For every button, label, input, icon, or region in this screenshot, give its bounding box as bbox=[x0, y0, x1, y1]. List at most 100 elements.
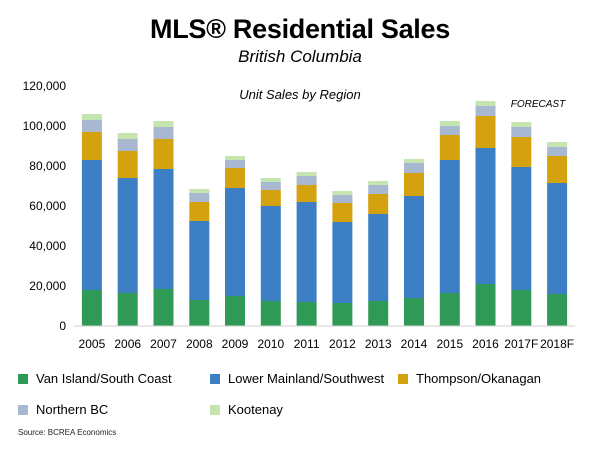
x-tick-label: 2014 bbox=[401, 337, 428, 351]
chart-subtitle: British Columbia bbox=[238, 47, 362, 66]
bar-segment bbox=[296, 185, 317, 202]
bar-segment bbox=[296, 302, 317, 326]
bar-segment bbox=[189, 193, 210, 202]
bar-segment bbox=[81, 120, 102, 132]
y-tick-label: 60,000 bbox=[29, 199, 66, 213]
bar-segment bbox=[225, 296, 245, 326]
bar-segment bbox=[547, 156, 568, 183]
legend-swatch-kootenay bbox=[210, 404, 220, 415]
legend-item-van-island: Van Island/South Coast bbox=[18, 371, 172, 386]
legend-item-northern-bc: Northern BC bbox=[18, 402, 108, 417]
bar-segment bbox=[225, 156, 245, 160]
bar-segment bbox=[547, 142, 568, 147]
bar-segment bbox=[332, 191, 353, 195]
x-tick-label: 2006 bbox=[114, 337, 141, 351]
bar-segment bbox=[296, 172, 317, 176]
bar-segment bbox=[511, 167, 532, 290]
legend-label-lower-mainland: Lower Mainland/Southwest bbox=[228, 371, 385, 386]
y-tick-label: 120,000 bbox=[23, 79, 67, 93]
x-tick-label: 2010 bbox=[257, 337, 284, 351]
x-tick-label: 2005 bbox=[79, 337, 106, 351]
y-tick-label: 100,000 bbox=[23, 119, 67, 133]
x-tick-label: 2016 bbox=[472, 337, 499, 351]
bar-segment bbox=[81, 160, 102, 290]
bar-segment bbox=[260, 206, 281, 301]
bar-segment bbox=[117, 151, 138, 178]
bar-segment bbox=[368, 301, 389, 326]
forecast-annotation: FORECAST bbox=[511, 99, 566, 110]
legend-label-kootenay: Kootenay bbox=[228, 402, 283, 417]
chart-inner-title: Unit Sales by Region bbox=[239, 87, 360, 102]
legend-swatch-lower-mainland bbox=[210, 373, 220, 384]
bar-segment bbox=[404, 159, 424, 163]
bar-segment bbox=[189, 300, 210, 326]
bar-segment bbox=[225, 160, 245, 168]
bar-segment bbox=[439, 126, 460, 135]
x-tick-label: 2009 bbox=[222, 337, 249, 351]
bar-segment bbox=[439, 160, 460, 293]
legend-label-northern-bc: Northern BC bbox=[36, 402, 109, 417]
bar-segment bbox=[260, 182, 281, 190]
bar-segment bbox=[260, 190, 281, 206]
bar-segment bbox=[81, 132, 102, 160]
bar-segment bbox=[332, 303, 353, 326]
bar-segment bbox=[117, 133, 138, 139]
bar-segment bbox=[189, 189, 210, 193]
bar-segment bbox=[153, 169, 174, 289]
x-tick-label: 2015 bbox=[436, 337, 463, 351]
bar-segment bbox=[547, 294, 568, 326]
bar-segment bbox=[511, 122, 532, 127]
bar-segment bbox=[332, 222, 353, 303]
bar-segment bbox=[511, 127, 532, 137]
bar-segment bbox=[368, 214, 389, 301]
x-tick-label: 2008 bbox=[186, 337, 213, 351]
x-tick-label: 2007 bbox=[150, 337, 177, 351]
bar-segment bbox=[439, 293, 460, 326]
bar-segment bbox=[439, 135, 460, 160]
bar-segment bbox=[368, 181, 389, 185]
bar-segment bbox=[225, 168, 245, 188]
legend-label-van-island: Van Island/South Coast bbox=[36, 371, 172, 386]
bar-segment bbox=[153, 289, 174, 326]
legend-item-thompson-okanagan: Thompson/Okanagan bbox=[398, 371, 541, 386]
bar-segment bbox=[404, 163, 424, 173]
x-tick-label: 2013 bbox=[365, 337, 392, 351]
bar-segment bbox=[296, 176, 317, 185]
x-tick-label: 2017F bbox=[504, 337, 538, 351]
legend-swatch-van-island bbox=[18, 373, 28, 384]
legend-item-kootenay: Kootenay bbox=[210, 402, 283, 417]
y-tick-label: 80,000 bbox=[29, 159, 66, 173]
bar-segment bbox=[475, 106, 496, 116]
y-tick-label: 20,000 bbox=[29, 279, 66, 293]
legend-item-lower-mainland: Lower Mainland/Southwest bbox=[210, 371, 384, 386]
bar-segment bbox=[332, 195, 353, 203]
bar-segment bbox=[475, 148, 496, 284]
bar-segment bbox=[117, 293, 138, 326]
bar-segment bbox=[153, 121, 174, 127]
bar-segment bbox=[475, 101, 496, 106]
bar-segment bbox=[81, 114, 102, 120]
bar-segment bbox=[475, 284, 496, 326]
bar-segment bbox=[153, 127, 174, 139]
legend-swatch-thompson-okanagan bbox=[398, 373, 408, 384]
bar-segment bbox=[368, 194, 389, 214]
bar-segment bbox=[511, 137, 532, 167]
chart-title: MLS® Residential Sales bbox=[150, 14, 450, 44]
x-tick-label: 2018F bbox=[540, 337, 574, 351]
y-tick-label: 40,000 bbox=[29, 239, 66, 253]
bar-segment bbox=[404, 298, 424, 326]
bar-segment bbox=[81, 290, 102, 326]
bar-segment bbox=[117, 139, 138, 151]
bar-segment bbox=[260, 178, 281, 182]
source-note: Source: BCREA Economics bbox=[18, 428, 117, 437]
bar-segment bbox=[189, 221, 210, 300]
bar-segment bbox=[296, 202, 317, 302]
y-tick-label: 0 bbox=[59, 319, 66, 333]
bar-segment bbox=[260, 301, 281, 326]
bar-segment bbox=[404, 173, 424, 196]
bar-segment bbox=[153, 139, 174, 169]
bar-segment bbox=[404, 196, 424, 298]
x-tick-label: 2012 bbox=[329, 337, 356, 351]
bar-segment bbox=[439, 121, 460, 126]
